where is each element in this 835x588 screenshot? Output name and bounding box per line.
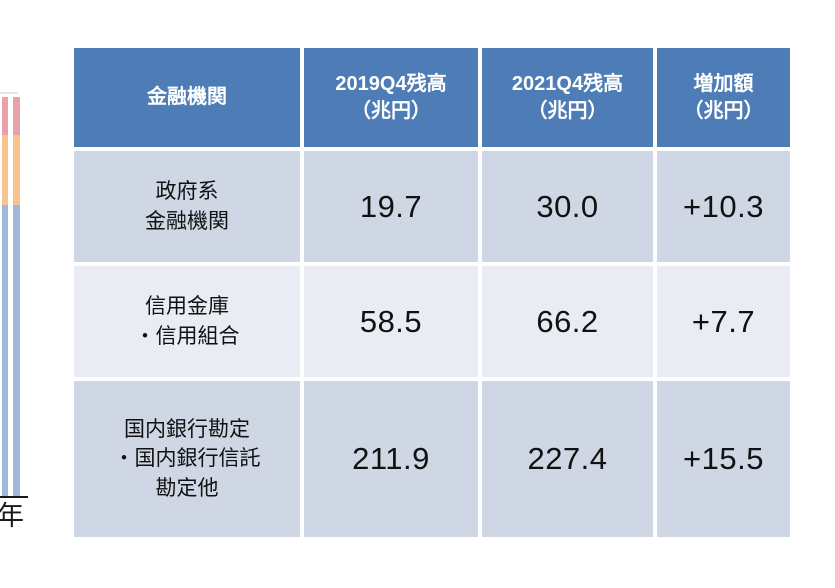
bar-segment-orange bbox=[2, 135, 8, 205]
bar-segment-orange bbox=[13, 135, 20, 205]
value-domestic-banks-increase: +15.5 bbox=[657, 381, 790, 537]
x-axis-tick-label: 年 bbox=[0, 501, 24, 531]
stacked-bar-fragment-left bbox=[2, 97, 8, 497]
value-shinkin-2019q4: 58.5 bbox=[304, 266, 478, 377]
value-domestic-banks-2019q4: 211.9 bbox=[304, 381, 478, 537]
value-shinkin-2021q4: 66.2 bbox=[482, 266, 653, 377]
stacked-bar-fragment-right bbox=[13, 97, 20, 497]
x-axis-line bbox=[0, 496, 28, 498]
value-domestic-banks-2021q4: 227.4 bbox=[482, 381, 653, 537]
column-header-institution: 金融機関 bbox=[74, 48, 300, 147]
value-shinkin-increase: +7.7 bbox=[657, 266, 790, 377]
column-header-2019q4-balance: 2019Q4残高 （兆円） bbox=[304, 48, 478, 147]
cropped-label-line bbox=[0, 92, 18, 94]
bar-segment-pink bbox=[2, 97, 8, 135]
value-government-increase: +10.3 bbox=[657, 151, 790, 262]
row-label-government: 政府系 金融機関 bbox=[74, 151, 300, 262]
bar-segment-pink bbox=[13, 97, 20, 135]
financial-institutions-table: 金融機関 2019Q4残高 （兆円） 2021Q4残高 （兆円） 増加額 （兆円… bbox=[74, 48, 790, 537]
bar-segment-blue bbox=[13, 205, 20, 497]
column-header-2021q4-balance: 2021Q4残高 （兆円） bbox=[482, 48, 653, 147]
column-header-increase: 増加額 （兆円） bbox=[657, 48, 790, 147]
bar-segment-blue bbox=[2, 205, 8, 497]
row-label-shinkin: 信用金庫 ・信用組合 bbox=[74, 266, 300, 377]
value-government-2021q4: 30.0 bbox=[482, 151, 653, 262]
row-label-domestic-banks: 国内銀行勘定 ・国内銀行信託 勘定他 bbox=[74, 381, 300, 537]
value-government-2019q4: 19.7 bbox=[304, 151, 478, 262]
